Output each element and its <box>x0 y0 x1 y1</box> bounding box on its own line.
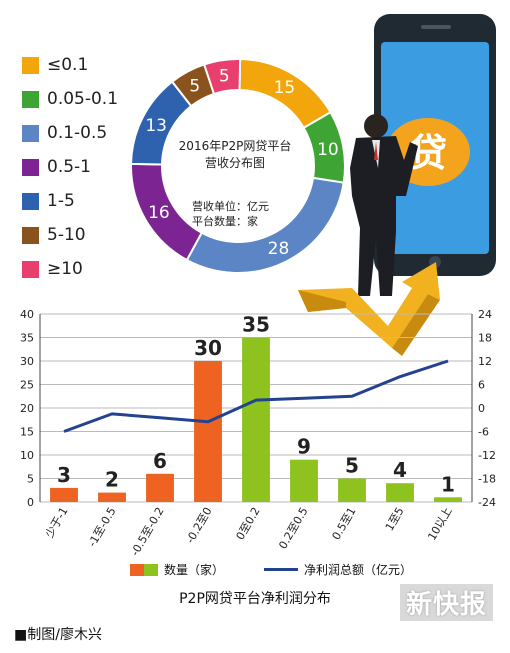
legend-swatch <box>22 192 39 210</box>
donut-slice-label: 5 <box>219 67 230 87</box>
y-tick-right: 24 <box>478 308 492 321</box>
bar-value-label: 35 <box>242 313 270 337</box>
y-tick-left: 15 <box>20 426 34 439</box>
growth-arrow-icon <box>298 262 440 356</box>
bar-legend-line-swatch <box>264 568 299 571</box>
legend-item: 0.5-1 <box>22 150 118 184</box>
y-tick-right: -18 <box>478 473 496 486</box>
x-tick-label: -0.5至-0.2 <box>128 505 166 558</box>
legend-label: 1-5 <box>47 191 75 211</box>
donut-title: 2016年P2P网贷平台 营收分布图 <box>160 138 310 172</box>
bar <box>434 497 462 502</box>
legend-item: ≥10 <box>22 252 118 286</box>
bar-chart-title: P2P网贷平台净利润分布 <box>179 591 331 607</box>
bar <box>98 492 126 502</box>
x-tick-label: 10以上 <box>425 505 454 543</box>
legend-swatch <box>22 226 39 244</box>
legend-swatch <box>22 260 39 278</box>
y-tick-left: 40 <box>20 308 34 321</box>
bar-legend-swatch-green <box>144 563 158 576</box>
y-tick-right: -12 <box>478 449 496 462</box>
legend-label: 5-10 <box>47 225 86 245</box>
businessman-icon <box>350 114 418 296</box>
y-tick-right: -24 <box>478 496 496 509</box>
donut-slice-label: 13 <box>145 116 167 136</box>
bar <box>290 459 318 502</box>
y-tick-left: 10 <box>20 449 34 462</box>
donut-slice-label: 10 <box>317 140 339 160</box>
legend-item: 5-10 <box>22 218 118 252</box>
y-tick-right: 12 <box>478 355 492 368</box>
bar-legend-line-label: 净利润总额（亿元） <box>304 563 413 577</box>
x-tick-label: 0至0.2 <box>234 505 263 542</box>
bar-legend-swatch-orange <box>130 563 144 576</box>
bar-value-label: 4 <box>393 458 407 482</box>
y-tick-right: 6 <box>478 379 485 392</box>
bar-legend: 数量（家） 净利润总额（亿元） <box>130 561 412 578</box>
bar-value-label: 30 <box>194 336 222 360</box>
brand-logo: 新快报 <box>400 584 494 621</box>
donut-chart: 15 10 28 16 13 5 5 <box>130 58 346 274</box>
bar-value-label: 3 <box>57 463 71 487</box>
x-tick-label: -1至-0.5 <box>86 505 119 549</box>
donut-slice-label: 16 <box>148 203 170 223</box>
bar <box>386 483 414 502</box>
legend-item: 0.1-0.5 <box>22 116 118 150</box>
legend-label: 0.5-1 <box>47 157 91 177</box>
credit-text: ■制图/廖木兴 <box>14 627 102 643</box>
y-tick-left: 35 <box>20 332 34 345</box>
donut-legend: ≤0.1 0.05-0.1 0.1-0.5 0.5-1 1-5 5-10 ≥10 <box>22 48 118 286</box>
x-tick-label: 少于-1 <box>43 505 71 540</box>
donut-slice-label: 5 <box>189 76 200 96</box>
legend-swatch <box>22 56 39 74</box>
donut-unit-line: 营收单位：亿元 <box>192 200 269 213</box>
legend-label: 0.1-0.5 <box>47 123 108 143</box>
donut-unit-line: 平台数量：家 <box>192 215 258 228</box>
x-tick-label: -0.2至0 <box>184 505 215 546</box>
legend-label: ≥10 <box>47 259 83 279</box>
bar-legend-count-label: 数量（家） <box>164 563 225 577</box>
donut-title-line: 2016年P2P网贷平台 <box>178 139 292 153</box>
legend-item: ≤0.1 <box>22 48 118 82</box>
donut-title-line: 营收分布图 <box>204 156 265 170</box>
bar <box>146 473 174 502</box>
net-profit-line <box>63 359 449 433</box>
y-tick-right: -6 <box>478 426 489 439</box>
legend-swatch <box>22 158 39 176</box>
x-tick-label: 1至5 <box>383 505 407 533</box>
bar-value-label: 1 <box>441 472 455 496</box>
bar <box>194 361 222 502</box>
y-tick-left: 30 <box>20 355 34 368</box>
y-tick-left: 20 <box>20 402 34 415</box>
legend-item: 1-5 <box>22 184 118 218</box>
y-tick-left: 25 <box>20 379 34 392</box>
bar-value-label: 6 <box>153 449 167 473</box>
x-tick-label: 0.2至0.5 <box>276 505 310 551</box>
y-tick-right: 18 <box>478 332 492 345</box>
donut-slice-label: 15 <box>274 78 296 98</box>
donut-slice-7 <box>202 58 242 96</box>
bar <box>338 478 366 502</box>
donut-unit-note: 营收单位：亿元 平台数量：家 <box>192 199 302 229</box>
legend-swatch <box>22 90 39 108</box>
legend-label: 0.05-0.1 <box>47 89 119 109</box>
legend-swatch <box>22 124 39 142</box>
x-tick-label: 0.5至1 <box>330 505 359 542</box>
bar-value-label: 5 <box>345 454 359 478</box>
bar-value-label: 2 <box>105 468 119 492</box>
y-tick-left: 0 <box>27 496 34 509</box>
y-tick-right: 0 <box>478 402 485 415</box>
bar <box>50 487 78 502</box>
bar <box>242 337 270 502</box>
bar-value-label: 9 <box>297 435 311 459</box>
phone-speaker <box>421 25 451 29</box>
legend-item: 0.05-0.1 <box>22 82 118 116</box>
legend-label: ≤0.1 <box>47 55 89 75</box>
y-tick-left: 5 <box>27 473 34 486</box>
donut-slice-label: 28 <box>268 239 290 259</box>
